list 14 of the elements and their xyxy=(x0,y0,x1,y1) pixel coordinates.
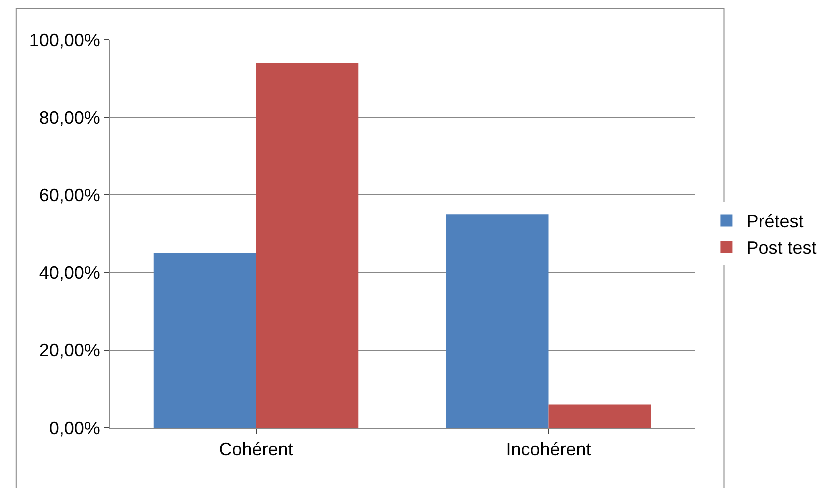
x-tick-label: Cohérent xyxy=(219,440,294,460)
bar xyxy=(154,253,256,428)
y-tick-label: 80,00% xyxy=(39,108,100,128)
x-tick-label: Incohérent xyxy=(506,440,592,460)
legend-label: Prétest xyxy=(746,212,804,232)
y-tick-label: 20,00% xyxy=(39,340,100,361)
y-tick-label: 0,00% xyxy=(49,418,100,438)
bar xyxy=(446,214,549,428)
legend-label: Post test xyxy=(746,238,817,258)
y-tick-label: 100,00% xyxy=(29,30,100,50)
bar xyxy=(548,404,652,428)
bar xyxy=(256,63,359,428)
y-tick-label: 60,00% xyxy=(39,186,100,206)
y-tick-label: 40,00% xyxy=(39,263,100,284)
